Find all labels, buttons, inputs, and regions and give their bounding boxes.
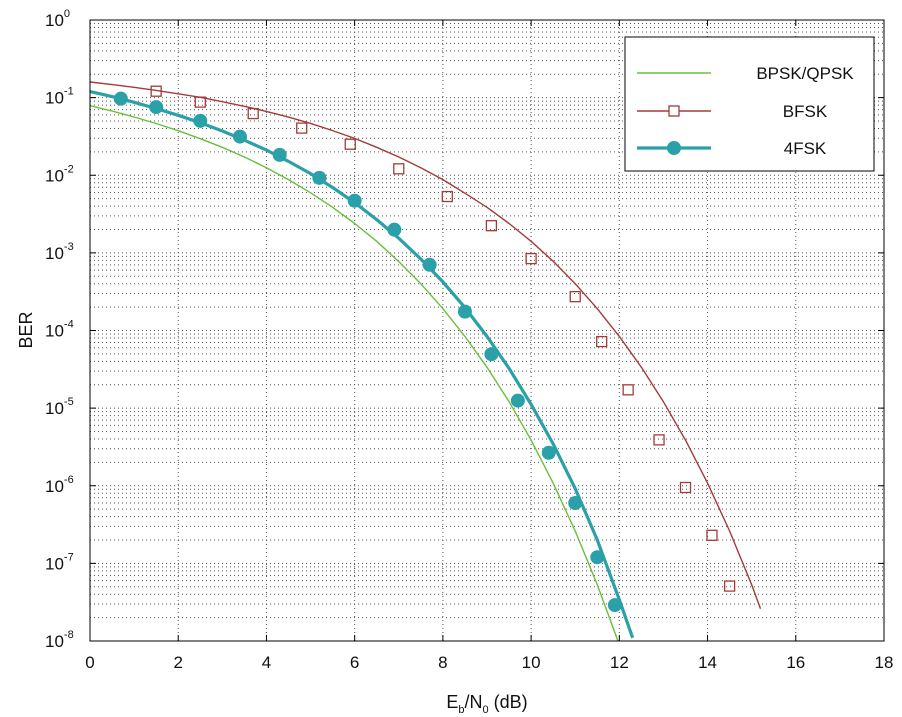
- data-point: [272, 147, 287, 162]
- data-point: [150, 85, 162, 97]
- y-tick-label: 10-4: [45, 319, 74, 341]
- y-tick-labels: 100 10-1 10-2 10-3 10-4 10-5 10-6 10-7 10-8: [45, 8, 884, 651]
- series-line: [90, 89, 635, 639]
- data-point: [622, 384, 634, 396]
- y-tick-label: 10-8: [45, 629, 74, 651]
- legend-marker: [667, 141, 681, 155]
- x-tick-label: 18: [875, 653, 894, 672]
- data-point: [706, 529, 718, 541]
- data-point: [247, 107, 259, 120]
- data-point: [568, 495, 583, 510]
- legend-label: 4FSK: [784, 139, 827, 158]
- data-point: [569, 290, 581, 303]
- data-point: [193, 113, 208, 128]
- data-point: [149, 100, 164, 115]
- y-tick-label: 10-5: [45, 396, 74, 418]
- x-tick-label: 14: [698, 653, 717, 672]
- data-point: [596, 335, 608, 348]
- data-point: [457, 304, 472, 319]
- legend-box: [624, 36, 875, 172]
- x-tick-label: 12: [610, 653, 629, 672]
- y-tick-label: 10-7: [45, 551, 74, 573]
- data-point: [393, 163, 405, 175]
- data-point: [484, 347, 499, 362]
- data-point: [541, 445, 556, 460]
- data-point: [387, 222, 402, 237]
- data-point: [653, 434, 665, 446]
- y-tick-label: 10-1: [45, 86, 74, 108]
- series-line: [90, 81, 762, 610]
- data-point: [312, 170, 327, 185]
- x-tick-label: 8: [438, 653, 447, 672]
- x-tick-label: 10: [522, 653, 541, 672]
- data-point: [441, 190, 453, 203]
- data-point: [723, 580, 736, 592]
- data-point: [679, 481, 692, 494]
- legend-marker: [668, 105, 680, 117]
- data-point: [296, 122, 308, 134]
- x-tick-label: 0: [85, 653, 94, 672]
- y-tick-label: 10-3: [45, 241, 74, 263]
- series-bpsk-qpsk: [90, 105, 619, 641]
- x-tick-label: 16: [786, 653, 805, 672]
- data-point: [232, 129, 247, 144]
- x-tick-label: 2: [173, 653, 182, 672]
- series-line: [90, 105, 619, 641]
- data-point: [113, 91, 128, 106]
- series-layer: [90, 81, 762, 641]
- x-axis-label: Eb/N0 (dB): [446, 692, 527, 716]
- y-tick-label: 10-6: [45, 474, 74, 496]
- legend: BPSK/QPSK BFSK 4FSK: [624, 36, 875, 172]
- grid: [90, 20, 884, 641]
- data-point: [590, 550, 605, 565]
- data-point: [525, 252, 537, 265]
- data-point: [347, 193, 362, 208]
- data-point: [485, 220, 498, 232]
- data-point: [607, 598, 622, 613]
- data-point: [344, 138, 356, 150]
- legend-label: BPSK/QPSK: [756, 64, 854, 83]
- x-tick-label: 4: [262, 653, 271, 672]
- y-axis-label: BER: [16, 311, 36, 348]
- x-tick-labels: 0 2 4 6 8 10 12 14 16 18: [85, 20, 893, 672]
- series-4fsk: [90, 89, 635, 639]
- y-tick-label: 10-2: [45, 163, 74, 185]
- y-tick-label: 100: [45, 8, 70, 30]
- legend-label: BFSK: [783, 102, 828, 121]
- data-point: [510, 393, 525, 408]
- data-point: [194, 96, 206, 108]
- data-point: [422, 257, 437, 272]
- x-tick-label: 6: [350, 653, 359, 672]
- series-bfsk: [90, 81, 762, 610]
